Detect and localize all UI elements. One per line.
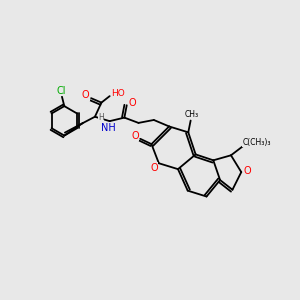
Text: HO: HO	[111, 89, 125, 98]
Text: O: O	[150, 163, 158, 173]
Text: C(CH₃)₃: C(CH₃)₃	[242, 138, 271, 147]
Text: O: O	[81, 90, 89, 100]
Text: CH₃: CH₃	[184, 110, 198, 118]
Text: Cl: Cl	[57, 86, 66, 96]
Text: O: O	[243, 167, 251, 176]
Text: H: H	[98, 113, 104, 122]
Text: O: O	[131, 131, 139, 141]
Text: O: O	[129, 98, 136, 108]
Text: NH: NH	[101, 123, 116, 133]
